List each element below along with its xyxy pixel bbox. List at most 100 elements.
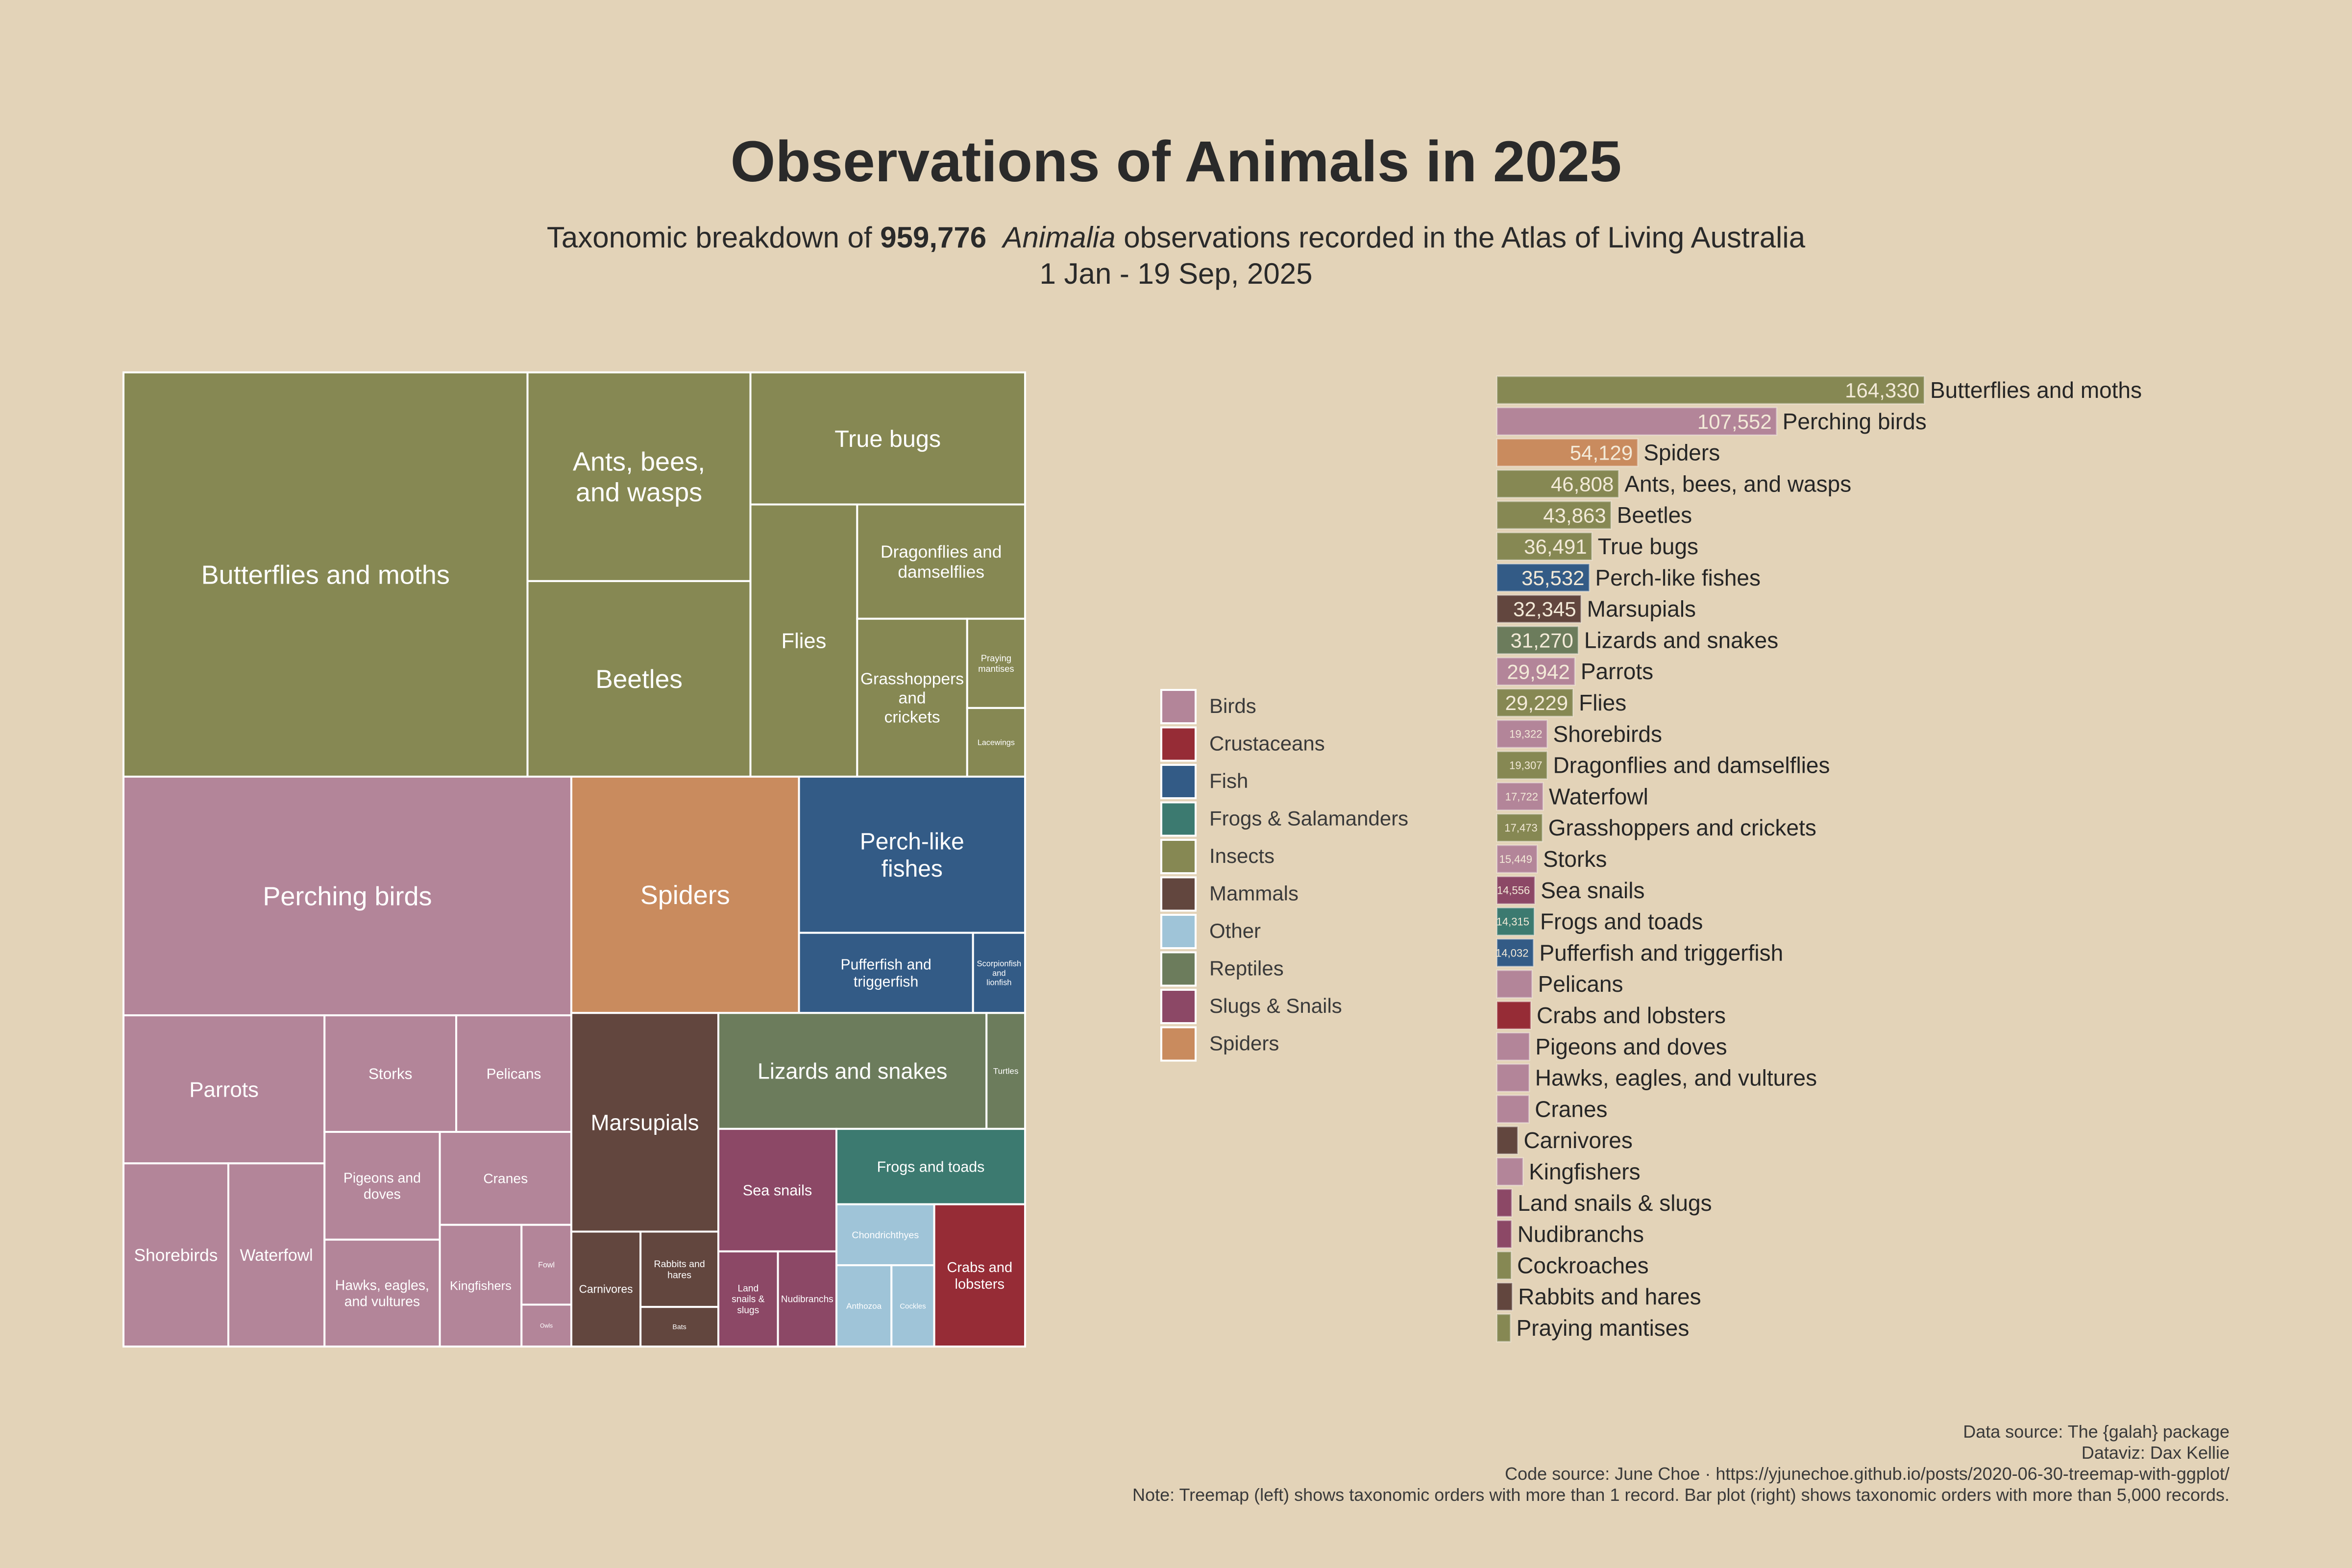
treemap-cell-owls[interactable] (520, 1303, 572, 1348)
legend-label-slugs-and-snails: Slugs & Snails (1209, 994, 1342, 1017)
legend-swatch-slugs-and-snails (1160, 989, 1197, 1024)
treemap-cell-pelicans[interactable] (455, 1014, 572, 1133)
bar-row-spiders: 54,129 Spiders (1496, 438, 1720, 467)
treemap-cell-grasshoppers-and-crickets[interactable] (856, 617, 968, 778)
treemap-label-marsupials: Marsupials (590, 1110, 699, 1135)
legend-label-frogs-and-salamanders: Frogs & Salamanders (1209, 807, 1408, 830)
treemap-label-perching-birds: Perching birds (263, 882, 432, 911)
bar-sea-snails[interactable] (1496, 876, 1536, 905)
treemap-cell-land-snails-and-slugs[interactable] (717, 1250, 779, 1348)
bar-label-rabbits-and-hares: Rabbits and hares (1518, 1284, 1701, 1309)
bar-carnivores[interactable] (1496, 1126, 1519, 1155)
treemap-cell-shorebirds[interactable] (122, 1162, 229, 1348)
bar-shorebirds[interactable] (1496, 719, 1548, 749)
bar-waterfowl[interactable] (1496, 782, 1544, 811)
bar-label-ants-bees-and-wasps: Ants, bees, and wasps (1624, 471, 1851, 496)
treemap-cell-storks[interactable] (323, 1014, 458, 1133)
treemap-label-anthozoa: Anthozoa (846, 1301, 882, 1311)
bar-row-sea-snails: 14,556 Sea snails (1496, 876, 1644, 905)
bar-rabbits-and-hares[interactable] (1496, 1282, 1513, 1311)
caption-note: Note: Treemap (left) shows taxonomic ord… (1132, 1485, 2230, 1505)
treemap-cell-nudibranchs[interactable] (777, 1250, 837, 1348)
treemap-cell-flies[interactable] (749, 503, 858, 778)
bar-ants-bees-and-wasps[interactable] (1496, 469, 1619, 498)
bar-parrots[interactable] (1496, 657, 1576, 686)
treemap-cell-chondrichthyes[interactable] (835, 1203, 935, 1267)
bar-pelicans[interactable] (1496, 969, 1533, 999)
treemap-cell-lacewings[interactable] (966, 707, 1026, 778)
bar-marsupials[interactable] (1496, 594, 1582, 624)
treemap-label-parrots: Parrots (189, 1078, 259, 1102)
treemap-cell-dragonflies-and-damselflies[interactable] (856, 503, 1026, 620)
bar-value-dragonflies-and-damselflies: 19,307 (1509, 760, 1542, 772)
bar-label-land-snails-and-slugs: Land snails & slugs (1518, 1190, 1712, 1216)
treemap-cell-carnivores[interactable] (570, 1230, 642, 1348)
bar-label-praying-mantises: Praying mantises (1517, 1315, 1690, 1341)
treemap-group-slugs-and-snails: Sea snails Land snails & slugs Nudibranchs (717, 1127, 837, 1348)
treemap-group-frogs-and-salamanders: Frogs and toads (835, 1127, 1026, 1205)
treemap-label-ants-bees-and-wasps: Ants, bees, and wasps (573, 447, 705, 508)
treemap-cell-waterfowl[interactable] (227, 1162, 326, 1348)
legend-item-spiders: Spiders (1160, 1026, 1279, 1062)
bar-crabs-and-lobsters[interactable] (1496, 1001, 1532, 1030)
treemap-cell-bats[interactable] (639, 1306, 720, 1348)
treemap-cell-crabs-and-lobsters[interactable] (933, 1203, 1026, 1348)
treemap-cell-parrots[interactable] (122, 1014, 326, 1165)
bar-spiders[interactable] (1496, 438, 1639, 467)
treemap-cell-ants-bees-and-wasps[interactable] (526, 371, 752, 582)
bar-lizards-and-snakes[interactable] (1496, 625, 1579, 655)
treemap-label-hawks-eagles-and-vultures: Hawks, eagles, and vultures (335, 1277, 429, 1309)
treemap-cell-turtles[interactable] (985, 1012, 1027, 1130)
treemap-cell-rabbits-and-hares[interactable] (639, 1230, 720, 1308)
bar-frogs-and-toads[interactable] (1496, 907, 1535, 936)
bar-value-shorebirds: 19,322 (1509, 728, 1542, 740)
bar-value-grasshoppers-and-crickets: 17,473 (1504, 822, 1537, 834)
bar-row-waterfowl: 17,722 Waterfowl (1496, 782, 1648, 811)
bar-butterflies-and-moths[interactable] (1496, 375, 1925, 405)
bar-perching-birds[interactable] (1496, 407, 1778, 436)
treemap-cell-anthozoa[interactable] (835, 1264, 893, 1348)
legend-label-crustaceans: Crustaceans (1209, 732, 1325, 755)
bar-storks[interactable] (1496, 844, 1538, 874)
bar-flies[interactable] (1496, 688, 1574, 717)
treemap-cell-hawks-eagles-and-vultures[interactable] (323, 1238, 441, 1348)
treemap-cell-cockles[interactable] (890, 1264, 935, 1348)
bar-pufferfish-and-triggerfish[interactable] (1496, 938, 1534, 967)
bar-grasshoppers-and-crickets[interactable] (1496, 813, 1544, 842)
bar-cranes[interactable] (1496, 1094, 1530, 1124)
bar-beetles[interactable] (1496, 500, 1612, 530)
treemap-cell-frogs-and-toads[interactable] (835, 1127, 1026, 1205)
treemap-group-spiders: Spiders (570, 775, 800, 1014)
bar-dragonflies-and-damselflies[interactable] (1496, 751, 1548, 780)
bar-label-waterfowl: Waterfowl (1549, 784, 1648, 809)
bar-hawks-eagles-and-vultures[interactable] (1496, 1063, 1530, 1093)
bar-land-snails-and-slugs[interactable] (1496, 1188, 1513, 1218)
bar-perch-like-fishes[interactable] (1496, 563, 1591, 592)
bar-label-marsupials: Marsupials (1587, 596, 1696, 622)
treemap-cell-beetles[interactable] (526, 580, 752, 778)
treemap-cell-marsupials[interactable] (570, 1012, 720, 1233)
treemap-cell-kingfishers[interactable] (439, 1224, 523, 1348)
bar-pigeons-and-doves[interactable] (1496, 1032, 1530, 1061)
bar-row-shorebirds: 19,322 Shorebirds (1496, 719, 1662, 749)
treemap-cell-true-bugs[interactable] (749, 371, 1027, 506)
treemap-cell-butterflies-and-moths[interactable] (122, 371, 529, 778)
treemap-cell-fowl[interactable] (520, 1224, 572, 1306)
legend-swatch-birds (1160, 689, 1197, 724)
treemap-cell-perch-like-fishes[interactable] (798, 775, 1026, 934)
treemap-label-pufferfish-and-triggerfish: Pufferfish and triggerfish (840, 957, 931, 990)
treemap-label-spiders: Spiders (640, 881, 730, 910)
bar-praying-mantises[interactable] (1496, 1313, 1512, 1343)
treemap-label-turtles: Turtles (993, 1067, 1018, 1076)
bar-true-bugs[interactable] (1496, 532, 1593, 561)
treemap-cell-pigeons-and-doves[interactable] (323, 1130, 441, 1241)
bar-label-hawks-eagles-and-vultures: Hawks, eagles, and vultures (1535, 1065, 1817, 1091)
bar-value-ants-bees-and-wasps: 46,808 (1551, 473, 1614, 496)
treemap-cell-perching-birds[interactable] (122, 775, 572, 1017)
bar-cockroaches[interactable] (1496, 1250, 1512, 1280)
bar-nudibranchs[interactable] (1496, 1220, 1513, 1249)
bar-row-storks: 15,449 Storks (1496, 844, 1607, 874)
bar-kingfishers[interactable] (1496, 1157, 1524, 1186)
treemap: Butterflies and moths Ants, bees, and wasp… (122, 371, 1027, 1348)
bar-label-lizards-and-snakes: Lizards and snakes (1584, 627, 1778, 653)
